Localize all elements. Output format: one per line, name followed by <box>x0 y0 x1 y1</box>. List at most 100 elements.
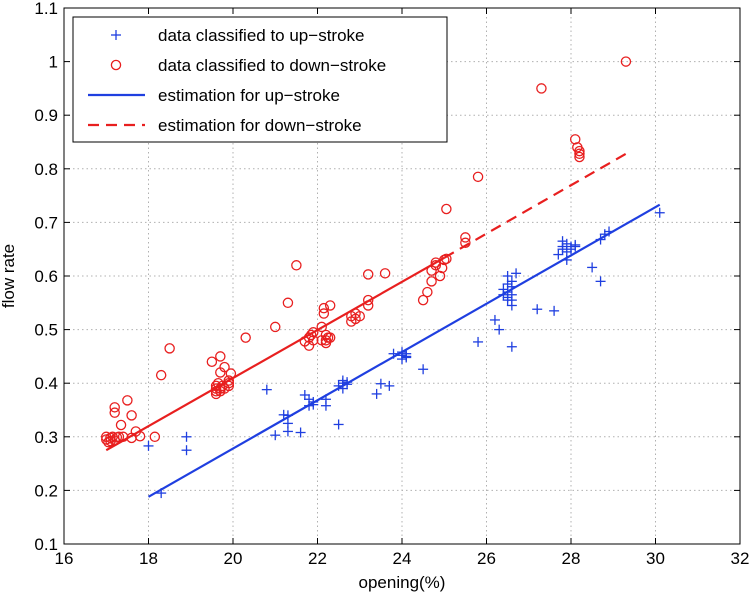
up-stroke-point <box>143 440 154 451</box>
up-stroke-point <box>308 399 319 410</box>
down-stroke-point <box>460 237 471 249</box>
down-stroke-point <box>472 171 484 183</box>
y-axis-label: flow rate <box>0 244 18 308</box>
up-stroke-point <box>299 389 310 400</box>
x-tick-label: 16 <box>55 549 74 568</box>
down-stroke-point <box>430 260 442 271</box>
x-tick-label: 20 <box>224 549 243 568</box>
up-stroke-point <box>156 488 167 499</box>
y-tick-label: 0.1 <box>34 535 58 554</box>
up-stroke-point <box>502 287 513 298</box>
down-stroke-point <box>122 395 133 406</box>
down-stroke-point <box>164 343 175 354</box>
down-stroke-point <box>426 276 437 287</box>
up-stroke-point <box>604 226 615 237</box>
down-stroke-point <box>134 431 146 442</box>
down-stroke-point <box>569 134 581 145</box>
axis-ticks: 16 18 20 22 24 26 28 30 32 0.1 0.2 0.3 0.4 0.5 0.6 0.7 0… <box>34 0 749 568</box>
down-stroke-point <box>574 151 585 163</box>
down-stroke-point <box>438 254 450 266</box>
down-stroke-point <box>308 327 319 338</box>
down-stroke-point <box>308 335 319 346</box>
down-stroke-point <box>417 294 429 306</box>
up-stroke-point <box>570 241 581 252</box>
up-stroke-point <box>595 234 606 245</box>
down-stroke-point <box>460 232 471 243</box>
down-stroke-point <box>223 380 235 392</box>
down-stroke-point <box>269 321 281 333</box>
up-stroke-point <box>181 445 192 456</box>
series-line-2 <box>147 203 661 498</box>
up-stroke-point <box>337 383 348 394</box>
x-tick-label: 32 <box>731 549 750 568</box>
up-stroke-point <box>553 249 564 260</box>
up-stroke-point <box>595 276 606 287</box>
down-stroke-point <box>620 56 632 67</box>
up-stroke-point <box>557 244 568 255</box>
x-tick-label: 24 <box>393 549 412 568</box>
down-stroke-point <box>362 300 374 311</box>
up-stroke-point <box>261 384 272 395</box>
up-stroke-point <box>375 378 386 389</box>
up-stroke-point <box>418 364 429 375</box>
up-stroke-point <box>282 426 293 437</box>
up-stroke-point <box>506 295 517 306</box>
down-stroke-point <box>441 253 452 265</box>
down-stroke-point <box>324 300 336 311</box>
up-stroke-point <box>342 379 353 390</box>
down-stroke-point <box>282 297 294 309</box>
down-stroke-point <box>215 351 226 362</box>
up-stroke-point <box>654 207 665 218</box>
y-tick-label: 0.8 <box>34 160 58 179</box>
up-stroke-point <box>320 400 331 411</box>
x-tick-label: 22 <box>308 549 327 568</box>
down-stroke-point <box>126 410 137 421</box>
legend-marker-circle <box>110 59 122 71</box>
legend-box <box>72 16 448 143</box>
y-tick-label: 0.3 <box>34 428 58 447</box>
up-stroke-point <box>506 341 517 352</box>
x-tick-label: 18 <box>139 549 158 568</box>
down-stroke-point <box>115 419 127 431</box>
x-tick-label: 28 <box>562 549 581 568</box>
up-stroke-point <box>270 430 281 441</box>
down-stroke-point <box>155 369 167 381</box>
down-stroke-point <box>574 145 585 157</box>
up-stroke-point <box>181 431 192 442</box>
down-stroke-point <box>206 356 218 368</box>
up-stroke-point <box>498 284 509 295</box>
up-stroke-point <box>599 229 610 240</box>
up-stroke-point <box>511 268 522 279</box>
up-stroke-point <box>532 304 543 315</box>
series-scatter-1 <box>101 56 632 448</box>
up-stroke-point <box>494 324 505 335</box>
down-stroke-point <box>441 203 452 215</box>
up-stroke-point <box>587 262 598 273</box>
down-stroke-point <box>223 377 235 389</box>
down-stroke-point <box>422 286 433 298</box>
down-stroke-point <box>354 310 365 322</box>
down-stroke-point <box>219 361 230 373</box>
y-tick-label: 0.6 <box>34 267 58 286</box>
legend-entry-label: data classified to up−stroke <box>158 26 364 45</box>
down-stroke-point <box>109 407 120 418</box>
down-stroke-point <box>379 268 391 279</box>
down-stroke-point <box>536 83 547 94</box>
x-tick-label: 26 <box>477 549 496 568</box>
y-tick-label: 0.9 <box>34 106 58 125</box>
up-stroke-point <box>489 314 500 325</box>
up-stroke-point <box>333 419 344 430</box>
legend-entry-label: data classified to down−stroke <box>158 56 386 75</box>
down-stroke-point <box>436 262 448 274</box>
up-stroke-estimation-line <box>147 203 661 498</box>
up-stroke-point <box>473 336 484 347</box>
down-stroke-point <box>225 368 237 379</box>
legend: data classified to up−stroke data classif… <box>72 16 448 143</box>
down-stroke-point <box>362 269 374 280</box>
down-stroke-point <box>305 329 317 341</box>
legend-entry-label: estimation for up−stroke <box>158 86 340 105</box>
up-stroke-point <box>388 348 399 359</box>
legend-marker-plus <box>111 30 121 40</box>
down-stroke-point <box>109 402 120 413</box>
y-tick-label: 0.4 <box>34 374 58 393</box>
